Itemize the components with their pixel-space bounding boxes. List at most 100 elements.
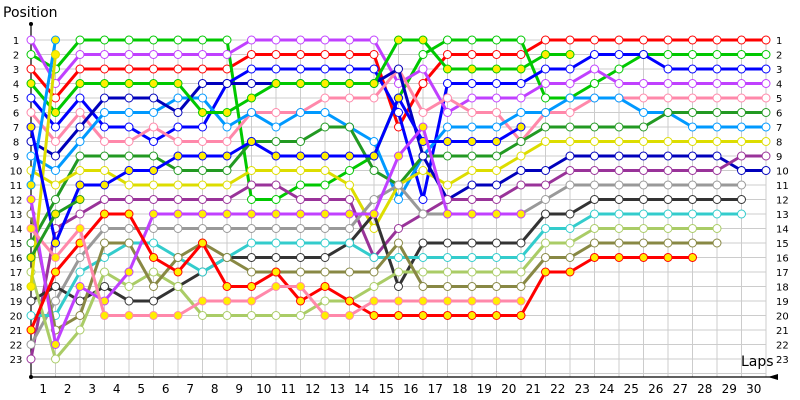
data-point [369, 35, 379, 45]
data-point [247, 79, 256, 88]
data-point [345, 311, 354, 320]
data-point [345, 50, 354, 59]
data-point [541, 209, 550, 219]
data-point [737, 195, 746, 204]
series-blue-hollow [26, 50, 771, 204]
data-point [51, 151, 60, 161]
data-point [614, 238, 624, 248]
data-point [75, 195, 85, 204]
data-point [516, 137, 526, 146]
right-tick-label: 21 [776, 326, 789, 337]
data-point [271, 64, 281, 74]
data-point [369, 195, 379, 204]
data-point [761, 93, 771, 103]
x-tick-label: 2 [64, 382, 72, 396]
data-point [614, 50, 624, 59]
data-point [614, 166, 624, 175]
right-tick-label: 5 [776, 94, 782, 105]
data-point [369, 209, 379, 219]
y-tick-label: 12 [10, 196, 23, 207]
data-point [173, 35, 183, 45]
data-point [124, 50, 134, 59]
data-point [369, 166, 379, 175]
data-point [369, 296, 379, 306]
data-point [149, 267, 158, 277]
y-tick-label: 11 [10, 181, 23, 192]
x-tick-label: 20 [501, 382, 516, 396]
data-point [369, 79, 379, 88]
data-point [296, 267, 305, 277]
data-point [467, 108, 477, 117]
data-point [541, 79, 550, 88]
data-point [590, 122, 599, 132]
y-axis-title: Position [3, 5, 58, 21]
series-sky-yellow [26, 35, 60, 190]
data-point [51, 267, 60, 277]
data-point [688, 35, 697, 45]
data-point [541, 64, 550, 74]
data-point [345, 64, 354, 74]
data-point [247, 64, 256, 74]
data-point [737, 151, 746, 161]
data-point [247, 35, 256, 45]
data-point [320, 79, 330, 88]
data-point [516, 122, 526, 132]
data-point [443, 209, 452, 219]
data-point [247, 253, 256, 262]
data-point [247, 296, 256, 306]
data-point [737, 137, 746, 146]
data-point [271, 180, 281, 190]
data-point [149, 166, 158, 175]
data-point [443, 296, 452, 306]
data-point [565, 122, 575, 132]
data-point [443, 35, 452, 45]
data-point [296, 64, 305, 74]
data-point [712, 224, 722, 233]
data-point [51, 209, 60, 219]
data-point [173, 282, 183, 291]
y-tick-label: 2 [13, 51, 19, 62]
right-tick-label: 10 [776, 167, 789, 178]
data-point [296, 238, 305, 248]
data-point [492, 180, 501, 190]
data-point [271, 209, 281, 219]
data-point [663, 35, 673, 45]
data-point [394, 311, 403, 320]
data-point [590, 209, 599, 219]
data-point [737, 108, 746, 117]
data-point [75, 282, 85, 291]
data-point [688, 253, 697, 262]
right-tick-label: 3 [776, 65, 782, 76]
data-point [296, 35, 305, 45]
data-point [26, 151, 36, 161]
data-point [124, 35, 134, 45]
data-point [124, 311, 134, 320]
data-point [198, 122, 207, 132]
data-point [467, 50, 477, 59]
data-point [345, 296, 354, 306]
data-point [198, 180, 207, 190]
data-point [418, 282, 428, 291]
data-point [75, 166, 85, 175]
data-point [222, 35, 232, 45]
data-point [590, 151, 599, 161]
data-point [663, 151, 673, 161]
data-point [418, 166, 428, 175]
data-point [149, 108, 158, 117]
data-point [418, 195, 428, 204]
data-point [541, 195, 550, 204]
data-point [369, 137, 379, 146]
series-sky-hollow [26, 93, 771, 204]
data-point [271, 253, 281, 262]
data-point [565, 79, 575, 88]
data-point [492, 195, 501, 204]
x-tick-labels: 1 2 3 4 5 6 7 8 9 10 11 12 13 14 15 16 17 18 19 20 21 22 23 24 2… [39, 382, 761, 396]
data-point [75, 224, 85, 233]
data-point [296, 253, 305, 262]
data-point [173, 64, 183, 74]
data-point [247, 311, 256, 320]
data-point [345, 267, 354, 277]
right-tick-label: 12 [776, 196, 789, 207]
data-point [614, 137, 624, 146]
data-point [124, 137, 134, 146]
